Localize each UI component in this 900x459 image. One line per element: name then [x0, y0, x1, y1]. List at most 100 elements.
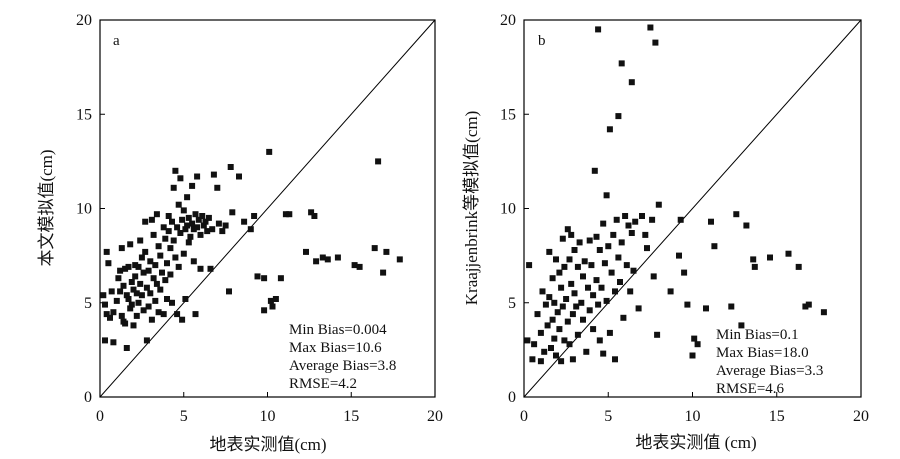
- data-point: [751, 263, 758, 270]
- data-point: [177, 175, 184, 182]
- data-point: [143, 284, 150, 291]
- y-tick-label: 20: [500, 12, 516, 29]
- data-point: [142, 248, 149, 255]
- data-point: [108, 288, 115, 295]
- panel-label: b: [538, 33, 546, 49]
- data-point: [573, 303, 580, 310]
- data-point: [194, 173, 201, 180]
- x-tick-label: 0: [96, 408, 104, 425]
- data-point: [189, 220, 196, 227]
- data-point: [272, 296, 279, 302]
- data-point: [115, 275, 122, 282]
- data-point: [251, 213, 258, 219]
- data-point: [334, 254, 341, 261]
- data-point: [581, 258, 588, 265]
- data-point: [209, 226, 216, 233]
- data-point: [172, 254, 179, 261]
- stat-line-2: Max Bias=18.0: [716, 345, 809, 361]
- data-point: [591, 167, 598, 174]
- data-point: [137, 280, 144, 287]
- data-point: [140, 269, 147, 276]
- data-point: [308, 209, 315, 216]
- y-tick-label: 15: [76, 106, 92, 123]
- data-point: [102, 337, 108, 344]
- data-point: [569, 356, 576, 363]
- data-point: [180, 250, 187, 257]
- data-point: [153, 280, 160, 287]
- data-point: [179, 316, 186, 323]
- data-point: [610, 231, 617, 238]
- data-point: [222, 222, 229, 229]
- data-point: [138, 254, 145, 261]
- x-tick-label: 15: [769, 408, 785, 425]
- data-point: [667, 288, 674, 295]
- data-point: [546, 248, 553, 255]
- data-point: [635, 305, 642, 312]
- data-point: [286, 211, 293, 218]
- y-tick-label: 5: [508, 295, 516, 312]
- data-point: [627, 288, 634, 295]
- data-point: [150, 231, 157, 238]
- one-to-one-line: [99, 19, 436, 398]
- data-point: [202, 218, 209, 225]
- data-point: [598, 284, 605, 291]
- data-point: [396, 256, 403, 263]
- data-point: [155, 309, 162, 316]
- data-point: [184, 194, 191, 201]
- data-point: [647, 24, 654, 31]
- data-point: [117, 288, 124, 295]
- data-point: [142, 218, 149, 225]
- data-point: [650, 273, 657, 280]
- data-point: [319, 254, 326, 261]
- data-point: [703, 305, 709, 312]
- data-point: [613, 216, 620, 223]
- scatter-panel-a: a 0 5 10 15 20 0 5 10 15 20 Min Bias=0.004 Max B…: [37, 12, 443, 454]
- data-point: [197, 231, 204, 238]
- data-point: [159, 269, 165, 276]
- data-point: [165, 228, 172, 235]
- data-point: [576, 239, 583, 246]
- data-point: [103, 311, 110, 318]
- data-point: [261, 307, 268, 314]
- data-point: [526, 262, 533, 269]
- data-point: [150, 275, 157, 282]
- data-point: [169, 299, 175, 306]
- data-point: [189, 182, 196, 189]
- data-point: [182, 226, 189, 233]
- data-point: [160, 311, 167, 318]
- data-point: [125, 263, 132, 270]
- data-point: [571, 247, 578, 253]
- data-point: [551, 335, 558, 342]
- data-point: [600, 220, 607, 227]
- data-point: [110, 309, 117, 316]
- data-point: [267, 297, 274, 304]
- data-point: [214, 184, 221, 191]
- data-point: [642, 231, 649, 238]
- data-point: [123, 345, 130, 351]
- data-point: [100, 292, 107, 299]
- data-point: [127, 241, 134, 248]
- y-axis-ticks: 0 5 10 15 20: [76, 12, 105, 406]
- data-point: [569, 311, 576, 318]
- data-point: [711, 243, 718, 250]
- data-point: [767, 254, 773, 261]
- data-point: [820, 309, 827, 316]
- data-point: [179, 216, 186, 223]
- data-point: [105, 260, 112, 267]
- data-point: [269, 303, 276, 310]
- data-point: [606, 329, 613, 336]
- data-point: [170, 184, 177, 191]
- data-point: [580, 273, 586, 280]
- data-point: [728, 303, 735, 310]
- data-point: [601, 260, 608, 267]
- data-point: [172, 167, 179, 174]
- data-point: [165, 213, 172, 219]
- data-point: [541, 348, 548, 355]
- data-point: [127, 305, 134, 312]
- data-point: [644, 245, 650, 252]
- data-point: [590, 326, 597, 333]
- panel-label: a: [113, 33, 120, 49]
- data-point: [681, 269, 688, 276]
- data-point: [556, 326, 563, 333]
- data-point: [537, 329, 544, 336]
